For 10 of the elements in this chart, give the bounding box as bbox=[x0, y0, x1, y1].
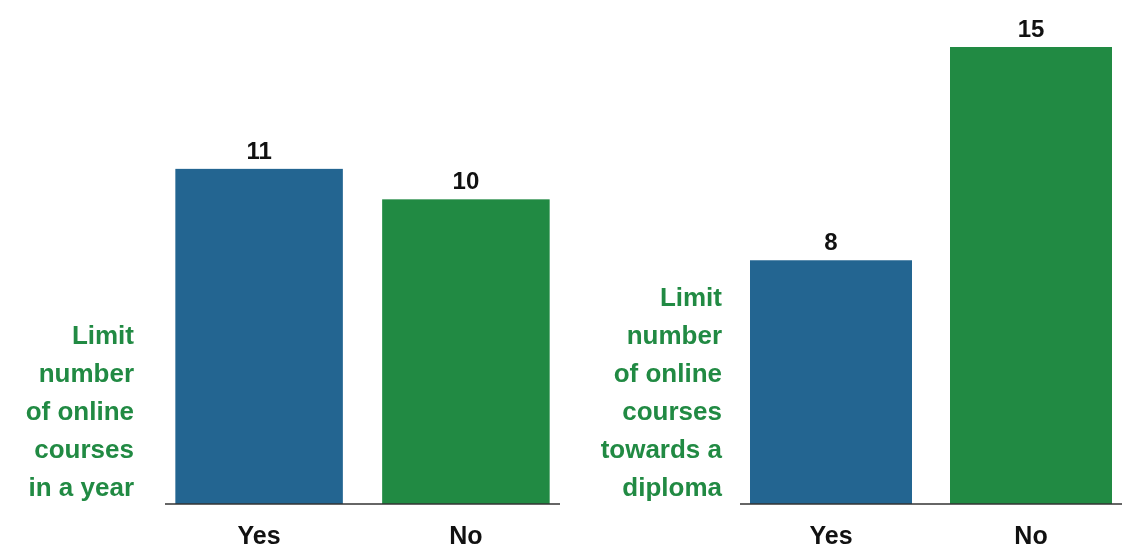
y-axis-title: Limit number of online courses in a year bbox=[25, 320, 135, 502]
data-label: 11 bbox=[246, 136, 272, 164]
x-tick-label: No bbox=[449, 521, 483, 548]
data-label: 8 bbox=[824, 228, 838, 256]
y-axis-title: Limit number of online courses towards a diploma bbox=[600, 282, 723, 502]
x-tick-label: Yes bbox=[809, 521, 853, 548]
data-label: 15 bbox=[1017, 15, 1045, 42]
x-tick-label: Yes bbox=[237, 521, 281, 548]
data-label: 10 bbox=[452, 167, 480, 195]
x-tick-label: No bbox=[1014, 521, 1048, 548]
